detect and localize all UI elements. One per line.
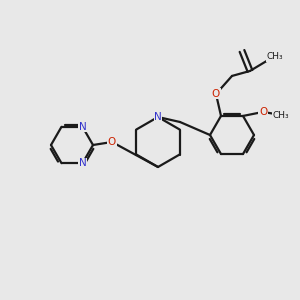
Text: CH₃: CH₃	[267, 52, 283, 62]
Text: O: O	[259, 107, 267, 117]
Text: N: N	[154, 112, 162, 122]
Text: CH₃: CH₃	[273, 111, 289, 120]
Text: N: N	[79, 158, 86, 168]
Text: O: O	[212, 89, 220, 99]
Text: O: O	[108, 137, 116, 147]
Text: N: N	[79, 122, 86, 132]
